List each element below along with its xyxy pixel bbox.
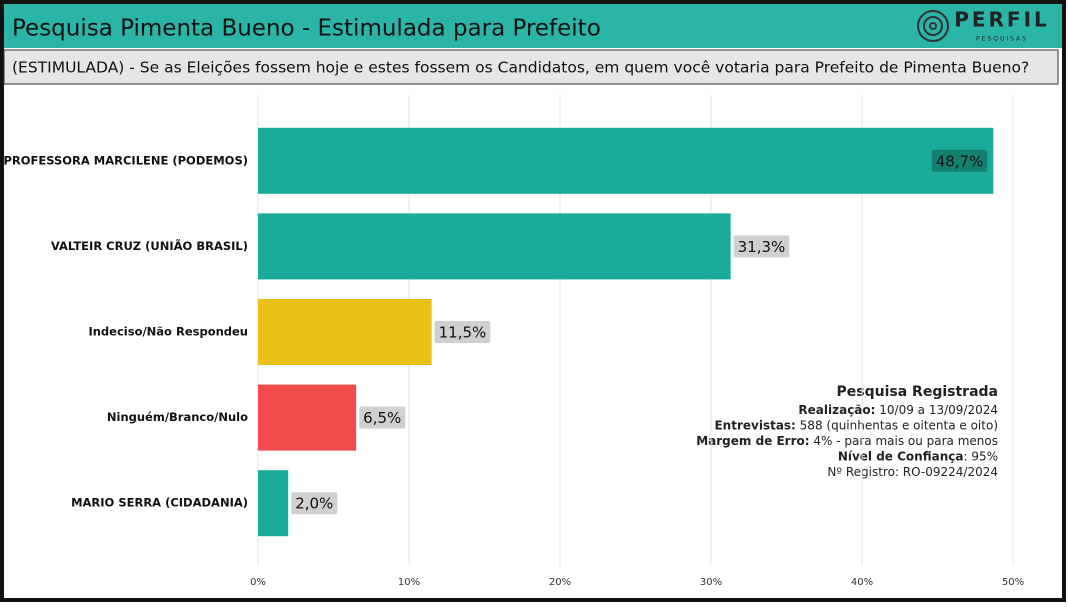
logo-icon (929, 22, 937, 30)
x-tick-label: 10% (398, 577, 420, 588)
value-label: 31,3% (738, 238, 786, 256)
note-text: Nº Registro: RO-09224/2024 (827, 465, 998, 479)
note-line: Margem de Erro: 4% - para mais ou para m… (696, 434, 998, 448)
logo-sub: PESQUISAS (976, 36, 1028, 43)
note-label: Margem de Erro: (696, 434, 809, 448)
header-bar (4, 4, 1062, 48)
note-line: Realização: 10/09 a 13/09/2024 (798, 403, 998, 417)
subtitle: (ESTIMULADA) - Se as Eleições fossem hoj… (12, 59, 1029, 77)
note-text: 588 (quinhentas e oitenta e oito) (796, 418, 998, 432)
bar (258, 384, 357, 451)
note-text: 10/09 a 13/09/2024 (875, 403, 998, 417)
x-tick-label: 40% (851, 577, 873, 588)
note-text: : 95% (963, 449, 998, 463)
value-label-bg (434, 321, 491, 343)
bar (258, 127, 994, 194)
note-label: Realização: (798, 403, 875, 417)
logo-icon (917, 10, 949, 42)
category-label: Indeciso/Não Respondeu (88, 325, 248, 339)
value-label-bg (359, 406, 406, 429)
note-line: Nível de Confiança: 95% (838, 449, 998, 463)
subtitle-bar (3, 49, 1059, 85)
category-label: VALTEIR CRUZ (UNIÃO BRASIL) (51, 238, 248, 253)
value-label: 6,5% (363, 409, 401, 427)
category-label: MARIO SERRA (CIDADANIA) (71, 496, 248, 510)
x-tick-label: 30% (700, 577, 722, 588)
value-label: 48,7% (936, 152, 984, 170)
logo: PERFIL (954, 8, 1050, 32)
logo-icon (923, 16, 943, 36)
category-label: PROFESSORA MARCILENE (PODEMOS) (3, 153, 248, 167)
x-tick-label: 20% (549, 577, 571, 588)
x-tick-label: 0% (250, 577, 266, 588)
value-label: 11,5% (439, 324, 487, 342)
value-label-bg (733, 235, 790, 258)
value-label: 2,0% (295, 495, 333, 513)
bar (258, 213, 731, 280)
value-label-bg (291, 492, 338, 515)
note-text: 4% - para mais ou para menos (810, 434, 998, 448)
note-title: Pesquisa Registrada (837, 384, 998, 400)
note-label: Entrevistas: (714, 418, 795, 432)
bar (258, 299, 432, 365)
note-line: Entrevistas: 588 (quinhentas e oitenta e… (714, 418, 998, 432)
bar (258, 470, 289, 537)
category-label: Ninguém/Branco/Nulo (107, 410, 248, 424)
x-tick-label: 50% (1002, 577, 1024, 588)
note-label: Nível de Confiança (838, 449, 964, 463)
value-label-bg (931, 149, 988, 172)
note-line: Nº Registro: RO-09224/2024 (827, 465, 998, 479)
title: Pesquisa Pimenta Bueno - Estimulada para… (12, 16, 601, 42)
